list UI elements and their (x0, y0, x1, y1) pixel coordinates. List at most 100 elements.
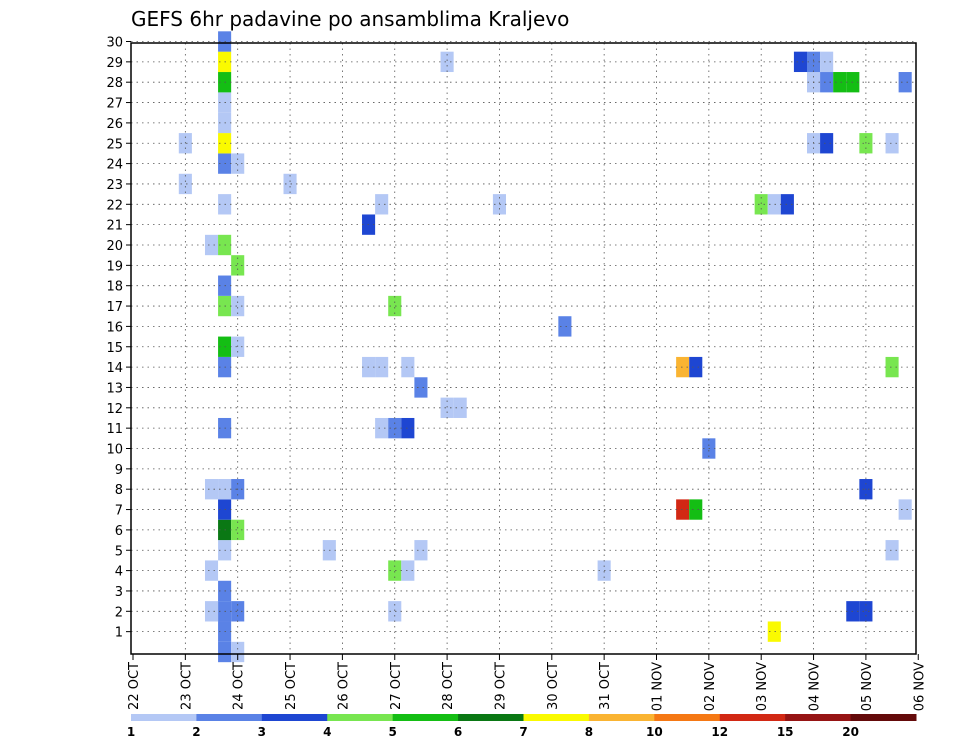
precip-cell (859, 601, 873, 622)
precip-cell (898, 499, 912, 520)
precip-cell (388, 295, 402, 317)
y-tick-label: 13 (106, 381, 123, 396)
precip-cell (440, 51, 454, 73)
precip-cell (885, 540, 899, 561)
precip-cell (820, 72, 834, 93)
precip-cell (820, 133, 834, 154)
colorbar-label: 7 (519, 725, 527, 739)
precip-cell (401, 560, 415, 581)
precip-cell (820, 51, 834, 73)
colorbar-label: 5 (388, 725, 396, 739)
precip-cell (558, 316, 572, 337)
precip-cell (833, 72, 847, 93)
y-tick-label: 4 (115, 565, 123, 580)
precip-cell (218, 641, 232, 663)
x-tick-label: 06 NOV (912, 662, 927, 711)
precip-cell (898, 72, 912, 93)
colorbar-label: 4 (323, 725, 331, 739)
precip-cell (414, 377, 428, 398)
x-tick-label: 29 OCT (493, 662, 508, 710)
colorbar-swatch (196, 714, 263, 721)
y-tick-label: 16 (106, 320, 123, 335)
x-tick-label: 24 OCT (232, 662, 247, 710)
precip-cell (689, 499, 703, 520)
y-tick-label: 19 (106, 259, 123, 274)
y-tick-label: 3 (115, 585, 123, 600)
precip-cell (689, 356, 703, 378)
y-tick-label: 2 (115, 605, 123, 620)
precip-cell (885, 133, 899, 154)
colorbar-label: 8 (585, 725, 593, 739)
precip-cell (492, 194, 506, 215)
precip-cell (204, 479, 219, 500)
x-tick-label: 02 NOV (703, 662, 718, 711)
y-tick-label: 7 (115, 504, 123, 519)
x-tick-label: 28 OCT (441, 662, 456, 710)
y-tick-label: 25 (106, 137, 123, 152)
colorbar-swatch (261, 714, 328, 721)
precip-cell (453, 397, 467, 418)
precip-cell (676, 499, 690, 520)
x-tick-label: 03 NOV (755, 662, 770, 711)
colorbar-swatch (327, 714, 394, 721)
precip-cell (375, 356, 389, 378)
colorbar-swatch (654, 714, 721, 721)
y-tick-label: 22 (106, 198, 123, 213)
chart-title: GEFS 6hr padavine po ansamblima Kraljevo (131, 7, 569, 31)
precip-cell (401, 356, 415, 378)
cells-layer (178, 31, 912, 663)
precip-cell (375, 417, 389, 439)
precip-cell (204, 234, 219, 256)
colorbar-label: 10 (646, 725, 663, 739)
colorbar-swatch (458, 714, 524, 721)
y-tick-label: 12 (106, 402, 123, 417)
grid-lines (131, 41, 916, 654)
precip-cell (388, 601, 402, 622)
y-tick-label: 20 (106, 239, 123, 254)
y-tick-label: 17 (106, 300, 123, 315)
colorbar-label: 3 (258, 725, 266, 739)
precip-cell (754, 194, 768, 215)
precip-cell (401, 417, 415, 439)
colorbar: 1 2 3 4 5 6 7 8 10 12 15 20 (127, 714, 917, 739)
x-tick-label: 25 OCT (284, 662, 299, 710)
colorbar-swatch (719, 714, 786, 721)
precip-cell (178, 173, 192, 195)
x-tick-label: 23 OCT (179, 662, 194, 710)
y-tick-label: 11 (106, 422, 123, 437)
precip-cell (231, 153, 245, 174)
precip-cell (204, 560, 219, 581)
colorbar-swatch (392, 714, 459, 721)
y-tick-label: 8 (115, 483, 123, 498)
y-tick-label: 10 (106, 443, 123, 458)
precip-cell (767, 621, 781, 642)
y-tick-label: 9 (115, 463, 123, 478)
precip-cell (676, 356, 690, 378)
y-tick-label: 23 (106, 178, 123, 193)
x-tick-label: 31 OCT (598, 662, 613, 710)
colorbar-swatch (785, 714, 852, 721)
y-tick-label: 15 (106, 341, 123, 356)
precip-cell (388, 560, 402, 581)
colorbar-label: 1 (127, 725, 135, 739)
precip-cell (780, 194, 794, 215)
precip-cell (375, 194, 389, 215)
colorbar-label: 15 (777, 725, 794, 739)
colorbar-swatch (588, 714, 655, 721)
y-tick-label: 6 (115, 524, 123, 539)
precip-cell (231, 519, 245, 541)
precip-cell (204, 601, 219, 622)
precip-cell (885, 356, 899, 378)
colorbar-swatch (523, 714, 590, 721)
precip-cell (283, 173, 297, 195)
y-tick-label: 26 (106, 117, 123, 132)
y-tick-label: 29 (106, 56, 123, 71)
y-tick-label: 30 (106, 36, 123, 51)
colorbar-swatch (131, 714, 197, 721)
y-tick-label: 5 (115, 544, 123, 559)
y-tick-label: 1 (115, 626, 123, 641)
y-tick-label: 27 (106, 97, 123, 112)
x-tick-label: 30 OCT (546, 662, 561, 710)
x-tick-label: 01 NOV (651, 662, 666, 711)
